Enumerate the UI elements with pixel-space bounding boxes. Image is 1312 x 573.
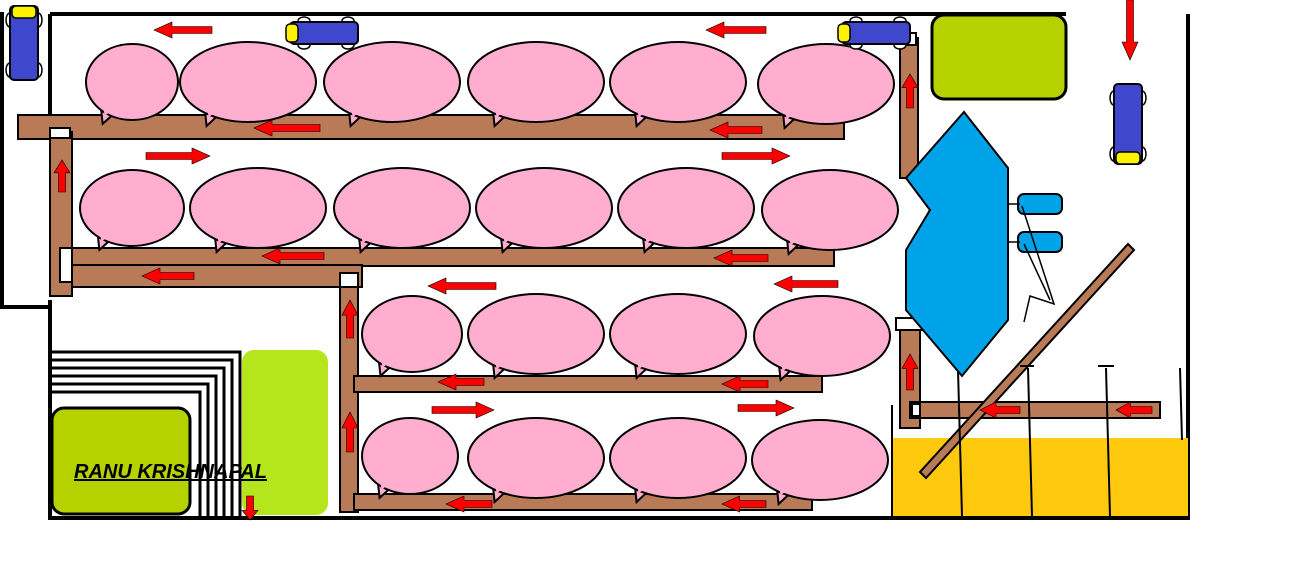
flow-arrow-6: [721, 147, 791, 165]
blue-machine-port-2: [1017, 231, 1063, 253]
pad-8: [189, 167, 327, 255]
pad-13: [361, 295, 463, 378]
yellow-floor-area: [892, 438, 1188, 516]
flow-arrow-13: [773, 275, 839, 293]
flow-arrow-15: [341, 411, 359, 453]
flow-arrow-14: [341, 299, 359, 339]
vehicle-1: [5, 5, 43, 81]
flow-arrow-23: [979, 401, 1021, 419]
pad-9: [333, 167, 471, 255]
vehicle-3: [837, 16, 911, 50]
pad-15: [609, 293, 747, 381]
pad-5: [609, 41, 747, 129]
blue-machine-body: [904, 110, 1009, 378]
flow-arrow-7: [53, 159, 71, 193]
flow-arrow-22: [901, 353, 919, 391]
signature-label: RANU KRISHNAPAL: [74, 461, 267, 483]
lime-tank: [242, 350, 328, 515]
drop-lines: [957, 365, 1183, 517]
flow-arrow-24: [1115, 401, 1153, 419]
green-tank-top-right: [930, 13, 1068, 101]
flow-arrow-18: [431, 401, 495, 419]
green-tank-inner: [50, 406, 192, 516]
pad-10: [475, 167, 613, 255]
blue-machine-port-1: [1017, 193, 1063, 215]
flow-arrow-9: [261, 247, 325, 265]
flow-arrow-5: [145, 147, 211, 165]
pad-1: [85, 43, 179, 126]
vehicles: [5, 5, 1147, 165]
green-stack: [50, 350, 328, 518]
pad-17: [361, 417, 459, 500]
flow-arrow-16: [437, 373, 485, 391]
flow-arrow-1: [153, 21, 213, 39]
flow-arrow-26: [241, 495, 259, 521]
flow-arrow-3: [253, 119, 321, 137]
blue-machine: [904, 110, 1063, 378]
flow-arrow-12: [427, 277, 497, 295]
pink-pads: [79, 41, 899, 507]
pad-2: [179, 41, 317, 129]
pad-3: [323, 41, 461, 129]
flow-arrow-19: [737, 399, 795, 417]
pad-4: [467, 41, 605, 129]
flow-arrow-17: [721, 375, 769, 393]
vehicle-2: [285, 16, 359, 50]
pad-12: [761, 169, 899, 257]
pad-16: [753, 295, 891, 383]
flow-arrow-8: [901, 73, 919, 109]
pad-14: [467, 293, 605, 381]
pad-11: [617, 167, 755, 255]
flow-arrow-2: [705, 21, 767, 39]
pad-19: [609, 417, 747, 505]
pad-6: [757, 43, 895, 131]
pad-20: [751, 419, 889, 507]
flow-arrow-20: [445, 495, 493, 513]
inclined-conveyor: [918, 242, 1136, 480]
flow-arrows: [53, 0, 1153, 521]
pad-7: [79, 169, 185, 252]
flow-arrow-10: [713, 249, 769, 267]
conveyor-row-2-lower: [49, 264, 363, 288]
vehicle-4: [1109, 83, 1147, 165]
flow-arrow-25: [1121, 0, 1139, 61]
flow-arrow-4: [709, 121, 763, 139]
flow-arrow-11: [141, 267, 195, 285]
pad-18: [467, 417, 605, 505]
boundary-walls: [0, 12, 1190, 520]
flow-arrow-21: [721, 495, 767, 513]
annex-wall: [0, 12, 52, 309]
